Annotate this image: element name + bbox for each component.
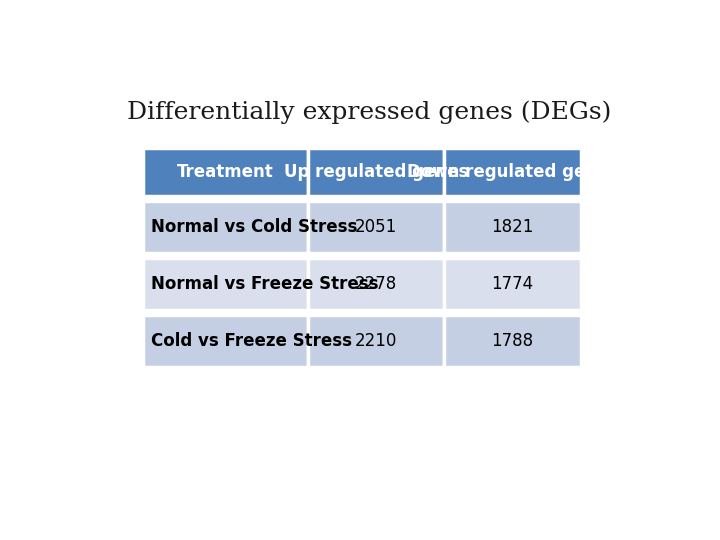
Text: Up regulated genes: Up regulated genes bbox=[284, 163, 468, 181]
Text: Differentially expressed genes (DEGs): Differentially expressed genes (DEGs) bbox=[127, 101, 611, 124]
FancyBboxPatch shape bbox=[143, 148, 307, 196]
Text: Treatment: Treatment bbox=[177, 163, 274, 181]
Text: Normal vs Freeze Stress: Normal vs Freeze Stress bbox=[151, 275, 379, 293]
FancyBboxPatch shape bbox=[444, 201, 581, 253]
Text: 1788: 1788 bbox=[492, 332, 534, 350]
FancyBboxPatch shape bbox=[307, 315, 444, 367]
FancyBboxPatch shape bbox=[143, 315, 307, 367]
Text: 2210: 2210 bbox=[355, 332, 397, 350]
FancyBboxPatch shape bbox=[307, 148, 444, 196]
FancyBboxPatch shape bbox=[307, 201, 444, 253]
Text: 2278: 2278 bbox=[355, 275, 397, 293]
FancyBboxPatch shape bbox=[444, 148, 581, 196]
Text: Cold vs Freeze Stress: Cold vs Freeze Stress bbox=[151, 332, 352, 350]
FancyBboxPatch shape bbox=[143, 201, 307, 253]
Text: 1774: 1774 bbox=[492, 275, 534, 293]
FancyBboxPatch shape bbox=[143, 258, 307, 310]
Text: 1821: 1821 bbox=[492, 218, 534, 236]
Text: Down regulated genes: Down regulated genes bbox=[407, 163, 618, 181]
FancyBboxPatch shape bbox=[444, 258, 581, 310]
FancyBboxPatch shape bbox=[307, 258, 444, 310]
Text: 2051: 2051 bbox=[355, 218, 397, 236]
Text: Normal vs Cold Stress: Normal vs Cold Stress bbox=[151, 218, 358, 236]
FancyBboxPatch shape bbox=[444, 315, 581, 367]
